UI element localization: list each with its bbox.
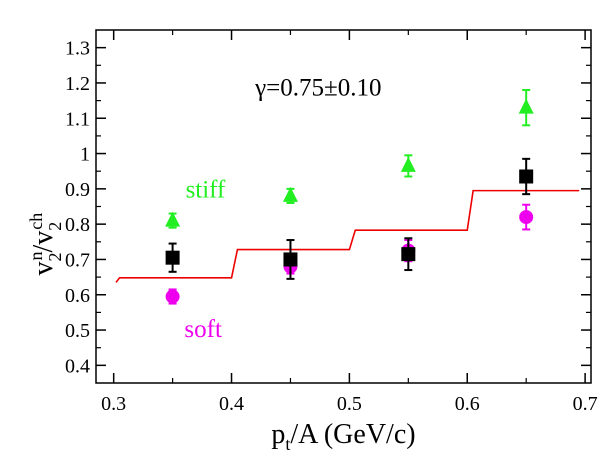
y-tick-label: 1.3 bbox=[65, 38, 90, 60]
y-tick-label: 1.2 bbox=[65, 73, 90, 95]
y-axis-label: vn2/vch2 bbox=[26, 213, 65, 276]
soft-circle-marker bbox=[519, 210, 534, 225]
tick-labels: 0.3 0.4 0.5 0.6 0.7 0.4 0.5 0.6 0.7 0.8 0.9 1 1.1 1.2… bbox=[65, 38, 598, 415]
soft-circle-marker bbox=[165, 289, 180, 304]
y-tick-label: 0.8 bbox=[65, 214, 90, 236]
stiff-triangle-marker bbox=[518, 98, 534, 114]
axis-ticks bbox=[96, 30, 591, 383]
data-square-marker bbox=[401, 247, 416, 262]
y-tick-label: 0.6 bbox=[65, 285, 90, 307]
model-curve-group bbox=[115, 189, 580, 283]
gamma-annotation: γ=0.75±0.10 bbox=[254, 74, 381, 101]
plot-frame bbox=[95, 29, 592, 384]
x-tick-label: 0.6 bbox=[455, 393, 480, 415]
y-tick-label: 0.5 bbox=[65, 320, 90, 342]
x-tick-label: 0.3 bbox=[101, 393, 126, 415]
x-tick-label: 0.7 bbox=[573, 393, 598, 415]
x-axis-label: pt/A (GeV/c) bbox=[271, 419, 415, 454]
x-tick-label: 0.4 bbox=[219, 393, 244, 415]
model-step-line bbox=[115, 189, 580, 283]
stiff-triangle-marker bbox=[400, 156, 416, 172]
stiff-label: stiff bbox=[186, 177, 226, 204]
stiff-triangle-marker bbox=[282, 186, 298, 202]
soft-label: soft bbox=[184, 316, 222, 343]
y-tick-label: 1 bbox=[80, 144, 90, 166]
y-tick-label: 0.4 bbox=[65, 355, 90, 377]
data-square-marker bbox=[519, 169, 534, 184]
y-tick-label: 0.9 bbox=[65, 179, 90, 201]
x-tick-label: 0.5 bbox=[337, 393, 362, 415]
svg-text:vn2/vch2: vn2/vch2 bbox=[26, 213, 65, 276]
data-square-marker bbox=[283, 252, 298, 267]
y-tick-label: 1.1 bbox=[65, 108, 90, 130]
data-square-marker bbox=[165, 250, 180, 265]
y-tick-label: 0.7 bbox=[65, 249, 90, 271]
data-markers-group bbox=[165, 89, 534, 305]
stiff-triangle-marker bbox=[165, 211, 181, 227]
